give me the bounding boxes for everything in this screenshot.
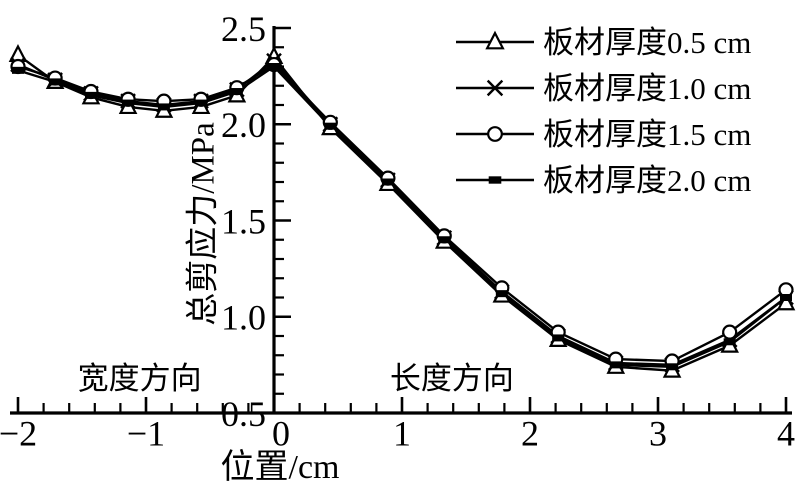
square-marker — [609, 361, 622, 369]
square-marker — [268, 63, 280, 70]
legend-item-square: 板材厚度2.0 cm — [456, 163, 751, 198]
legend-label: 板材厚度0.5 cm — [543, 25, 751, 60]
plot-annotations: 宽度方向 长度方向 — [78, 361, 514, 396]
y-tick-label: 1.0 — [221, 298, 266, 338]
square-marker — [381, 178, 394, 186]
legend-label: 板材厚度1.0 cm — [543, 71, 751, 106]
square-marker — [495, 290, 508, 298]
legend-label: 板材厚度1.5 cm — [543, 117, 751, 152]
square-marker — [488, 176, 502, 184]
length-direction-label: 长度方向 — [390, 361, 514, 396]
x-marker — [486, 79, 504, 97]
width-direction-label: 宽度方向 — [78, 361, 202, 396]
y-tick-label: 0.5 — [221, 394, 266, 434]
y-axis-ticks — [274, 26, 291, 415]
y-axis-label: 总剪应力/MPa — [185, 122, 222, 326]
square-marker — [12, 66, 24, 74]
square-marker — [49, 78, 62, 86]
x-axis-tick-labels: −2 −1 0 1 2 3 4 — [0, 414, 795, 454]
markers-square — [12, 63, 792, 371]
square-marker — [780, 294, 792, 301]
x-axis-title: 位置/cm — [221, 448, 340, 486]
x-tick-label: 3 — [649, 414, 667, 454]
square-marker — [438, 236, 451, 244]
x-tick-label: 0 — [272, 414, 290, 454]
legend: 板材厚度0.5 cm 板材厚度1.0 cm 板材厚度1.5 cm 板材厚度2.0 cm — [456, 25, 751, 198]
circle-marker — [487, 126, 503, 142]
x-axis-label: 位置/cm — [221, 448, 340, 486]
y-axis-tick-labels: 0.5 1.0 1.5 2.0 2.5 — [221, 9, 266, 434]
x-axis-ticks — [16, 397, 788, 413]
legend-item-triangle: 板材厚度0.5 cm — [456, 25, 751, 60]
x-tick-label: 2 — [521, 414, 539, 454]
y-tick-label: 1.5 — [221, 201, 266, 241]
square-marker — [84, 91, 97, 99]
series-markers — [8, 44, 796, 378]
legend-label: 板材厚度2.0 cm — [543, 163, 751, 198]
x-tick-label: 1 — [393, 414, 411, 454]
square-marker — [324, 122, 337, 130]
square-marker — [122, 99, 135, 107]
square-marker — [195, 99, 208, 107]
x-tick-label: −2 — [0, 414, 37, 454]
square-marker — [552, 334, 565, 342]
square-marker — [157, 103, 170, 111]
circle-marker — [722, 324, 738, 340]
y-tick-label: 2.5 — [221, 9, 266, 49]
x-tick-label: 4 — [777, 414, 795, 454]
square-marker — [666, 363, 679, 371]
legend-item-x: 板材厚度1.0 cm — [456, 71, 751, 106]
y-axis-title: 总剪应力/MPa — [185, 122, 222, 326]
triangle-marker — [485, 30, 505, 50]
square-marker — [723, 338, 736, 346]
y-tick-label: 2.0 — [221, 105, 266, 145]
square-marker — [230, 88, 243, 96]
legend-item-circle: 板材厚度1.5 cm — [456, 117, 751, 152]
x-tick-label: −1 — [127, 414, 165, 454]
